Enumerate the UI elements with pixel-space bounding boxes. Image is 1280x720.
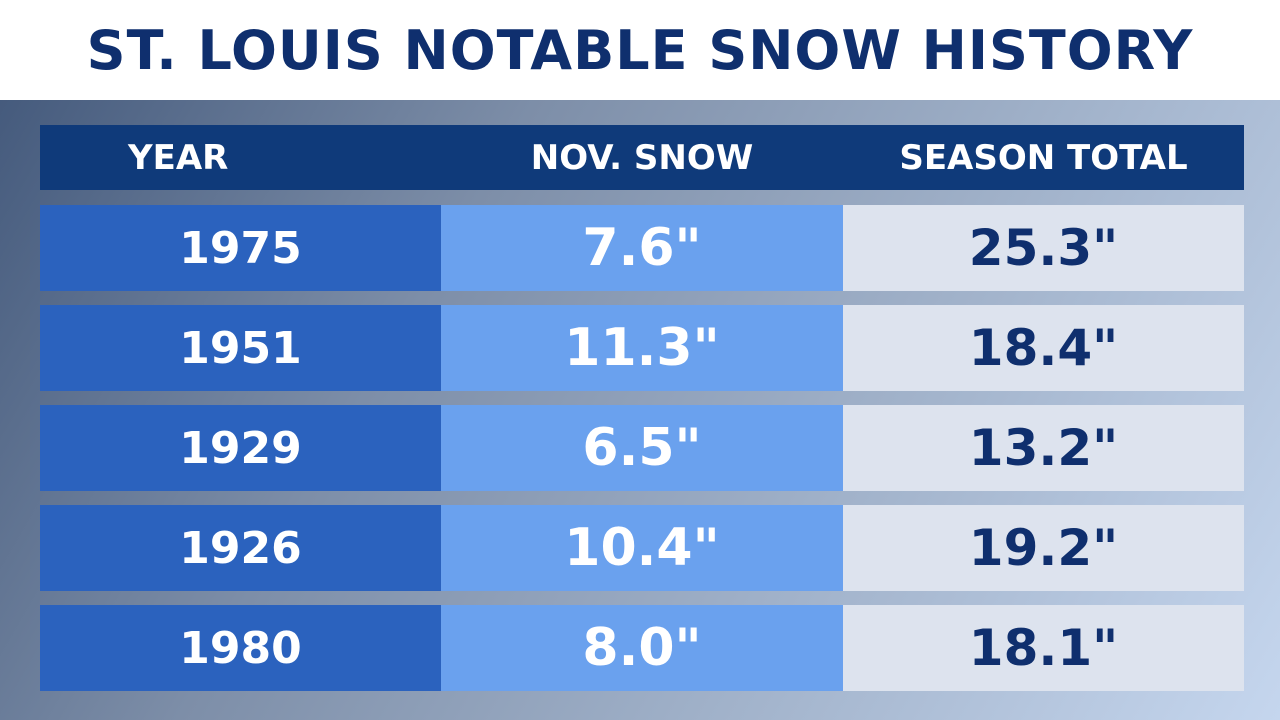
table-cell: 19.2" [843, 505, 1244, 591]
table-cell: 7.6" [441, 205, 843, 291]
table-cell: 1951 [40, 305, 441, 391]
table-cell: 18.4" [843, 305, 1244, 391]
table-cell: 6.5" [441, 405, 843, 491]
column-header: SEASON TOTAL [843, 125, 1244, 190]
title: ST. LOUIS NOTABLE SNOW HISTORY [86, 18, 1194, 82]
table-cell: 1926 [40, 505, 441, 591]
table-cell: 18.1" [843, 605, 1244, 691]
table-cell: 10.4" [441, 505, 843, 591]
title-bar: ST. LOUIS NOTABLE SNOW HISTORY [0, 0, 1280, 100]
column-header: NOV. SNOW [441, 125, 843, 190]
table-cell: 25.3" [843, 205, 1244, 291]
table-cell: 1980 [40, 605, 441, 691]
table-cell: 1975 [40, 205, 441, 291]
table-cell: 13.2" [843, 405, 1244, 491]
table-cell: 1929 [40, 405, 441, 491]
table-cell: 11.3" [441, 305, 843, 391]
table-cell: 8.0" [441, 605, 843, 691]
column-header: YEAR [40, 125, 441, 190]
